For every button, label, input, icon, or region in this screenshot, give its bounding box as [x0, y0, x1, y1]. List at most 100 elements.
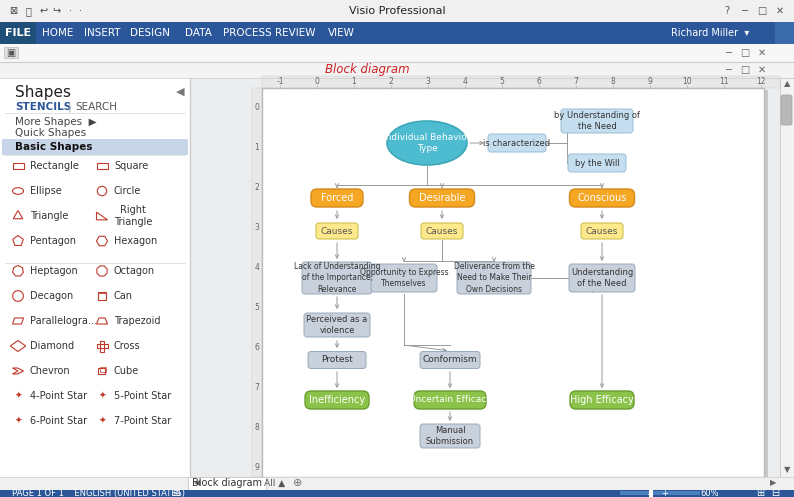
Text: ⊟: ⊟	[771, 489, 779, 497]
Text: Shapes: Shapes	[15, 84, 71, 99]
Text: PROCESS: PROCESS	[222, 28, 272, 38]
Text: 9: 9	[648, 78, 653, 86]
Text: 5: 5	[255, 304, 260, 313]
Text: SEARCH: SEARCH	[75, 102, 117, 112]
Text: ─: ─	[725, 48, 731, 58]
FancyBboxPatch shape	[305, 391, 369, 409]
Text: DESIGN: DESIGN	[130, 28, 170, 38]
Text: Causes: Causes	[426, 227, 458, 236]
Text: 5-Point Star: 5-Point Star	[114, 391, 172, 401]
Text: STENCILS: STENCILS	[15, 102, 71, 112]
Bar	[0, 78, 190, 477]
Text: ⊞: ⊞	[172, 489, 179, 497]
Text: VIEW: VIEW	[328, 28, 354, 38]
Bar	[4, 47, 18, 58]
Text: Square: Square	[114, 161, 148, 171]
Text: Lack of Understanding
of the Importance,
Relevance: Lack of Understanding of the Importance,…	[294, 262, 380, 294]
FancyBboxPatch shape	[568, 154, 626, 172]
Text: ▶: ▶	[769, 479, 777, 488]
Text: 9: 9	[255, 464, 260, 473]
Text: 4: 4	[255, 263, 260, 272]
Bar	[100, 340, 104, 351]
Text: Hexagon: Hexagon	[114, 236, 157, 246]
Text: Cube: Cube	[114, 366, 139, 376]
FancyBboxPatch shape	[581, 223, 623, 239]
Text: -1: -1	[276, 78, 283, 86]
FancyBboxPatch shape	[420, 424, 480, 448]
Text: 0: 0	[255, 103, 260, 112]
FancyBboxPatch shape	[316, 223, 358, 239]
Text: Chevron: Chevron	[30, 366, 71, 376]
Text: Rectangle: Rectangle	[30, 161, 79, 171]
Text: Individual Behavior
Type: Individual Behavior Type	[384, 133, 471, 153]
Text: ◀: ◀	[194, 479, 200, 488]
Text: 6: 6	[537, 78, 542, 86]
Text: Trapezoid: Trapezoid	[114, 316, 160, 326]
Text: ·: ·	[79, 6, 82, 16]
Text: Circle: Circle	[114, 186, 141, 196]
Text: ⊕: ⊕	[293, 478, 303, 488]
Text: ─: ─	[741, 6, 747, 16]
Text: ↩: ↩	[40, 6, 48, 16]
Bar	[97, 344, 107, 348]
Text: 6-Point Star: 6-Point Star	[30, 416, 87, 426]
Bar	[190, 477, 794, 490]
FancyBboxPatch shape	[302, 262, 372, 294]
Text: ✕: ✕	[758, 65, 766, 75]
FancyBboxPatch shape	[371, 264, 437, 292]
Text: 3: 3	[255, 224, 260, 233]
Text: □: □	[740, 65, 750, 75]
Text: ?: ?	[724, 6, 730, 16]
Text: Richard Miller  ▾: Richard Miller ▾	[671, 28, 749, 38]
FancyBboxPatch shape	[311, 189, 363, 207]
Bar	[264, 90, 768, 479]
Text: Octagon: Octagon	[114, 266, 155, 276]
Text: Conscious: Conscious	[577, 193, 626, 203]
FancyBboxPatch shape	[410, 189, 475, 207]
Text: Triangle: Triangle	[30, 211, 68, 221]
Text: Diamond: Diamond	[30, 341, 74, 351]
Bar	[0, 44, 794, 62]
FancyBboxPatch shape	[308, 351, 366, 368]
Text: ✕: ✕	[776, 6, 784, 16]
Text: ▣: ▣	[6, 48, 16, 58]
Bar	[13, 163, 24, 169]
Text: +: +	[661, 489, 669, 497]
Bar	[649, 490, 653, 497]
Text: High Efficacy: High Efficacy	[570, 395, 634, 405]
Text: 4: 4	[463, 78, 468, 86]
Text: 11: 11	[719, 78, 729, 86]
Text: 6: 6	[255, 343, 260, 352]
Text: HOME: HOME	[42, 28, 74, 38]
FancyBboxPatch shape	[304, 313, 370, 337]
Text: □: □	[757, 6, 767, 16]
Text: 1: 1	[352, 78, 357, 86]
FancyBboxPatch shape	[350, 478, 510, 489]
FancyBboxPatch shape	[414, 391, 486, 409]
Text: Perceived as a
violence: Perceived as a violence	[306, 315, 368, 335]
Text: is characterized: is characterized	[484, 139, 550, 148]
Text: ▼: ▼	[784, 466, 790, 475]
FancyBboxPatch shape	[781, 95, 792, 125]
Bar	[100, 367, 106, 372]
Text: Understanding
of the Need: Understanding of the Need	[571, 268, 633, 288]
Bar	[188, 477, 266, 490]
Bar	[252, 88, 262, 477]
Bar	[98, 368, 105, 374]
FancyBboxPatch shape	[561, 109, 633, 133]
Text: More Shapes  ▶: More Shapes ▶	[15, 117, 97, 127]
Text: 8: 8	[611, 78, 615, 86]
Text: FILE: FILE	[5, 28, 31, 38]
Text: Forced: Forced	[321, 193, 353, 203]
Ellipse shape	[387, 121, 467, 165]
Text: Block diagram: Block diagram	[192, 478, 262, 488]
Text: 12: 12	[756, 78, 765, 86]
Text: Right
Triangle: Right Triangle	[114, 205, 152, 227]
Text: ↪: ↪	[52, 6, 60, 16]
FancyBboxPatch shape	[421, 223, 463, 239]
Text: Can: Can	[114, 291, 133, 301]
Text: 1: 1	[255, 144, 260, 153]
Text: Heptagon: Heptagon	[30, 266, 78, 276]
Bar	[0, 62, 794, 78]
Text: Basic Shapes: Basic Shapes	[15, 142, 92, 152]
